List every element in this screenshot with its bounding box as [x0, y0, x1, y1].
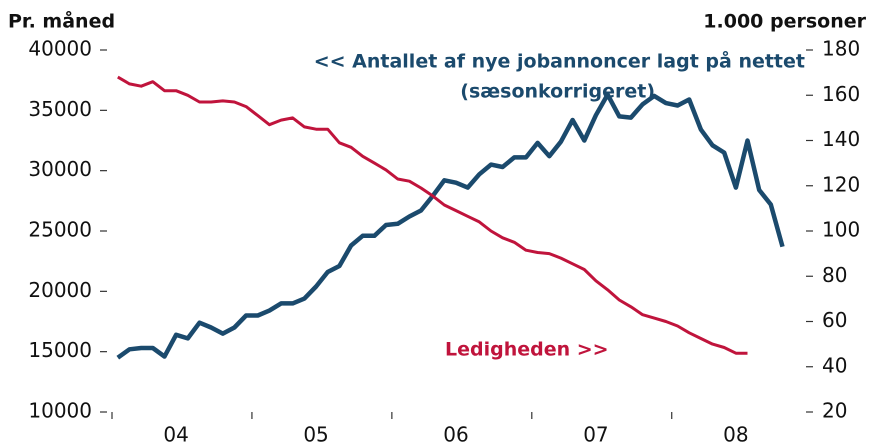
- y2-tick-label: 20: [822, 399, 847, 423]
- annotation: Ledigheden >>: [445, 339, 609, 361]
- line-series: [117, 75, 748, 355]
- y2-tick-label: 140: [822, 127, 860, 151]
- y-tick-label: 25000: [28, 218, 92, 242]
- y-tick-label: 30000: [28, 157, 92, 181]
- y-tick-label: 10000: [28, 399, 92, 423]
- y-tick-label: 20000: [28, 278, 92, 302]
- y-tick-label: 40000: [28, 37, 92, 61]
- y-axis-label: Pr. måned: [8, 9, 115, 33]
- y2-tick-label: 40: [822, 353, 847, 377]
- y2-tick-label: 60: [822, 308, 847, 332]
- x-tick-label: 05: [303, 423, 328, 443]
- y2-axis-label: 1.000 personer: [703, 11, 866, 33]
- y2-tick-label: 160: [822, 82, 860, 106]
- x-tick-label: 08: [723, 423, 748, 443]
- annotation: << Antallet af nye jobannoncer lagt på n…: [314, 49, 805, 73]
- y2-tick-label: 80: [822, 263, 847, 287]
- x-tick-label: 04: [163, 423, 188, 443]
- y2-tick-label: 180: [822, 37, 860, 61]
- y2-tick-label: 100: [822, 218, 860, 242]
- annotation: (sæsonkorrigeret): [460, 81, 655, 103]
- y-tick-label: 15000: [28, 338, 92, 362]
- x-tick-label: 06: [443, 423, 468, 443]
- line-series: [116, 92, 785, 360]
- y-tick-label: 35000: [28, 97, 92, 121]
- y2-tick-label: 120: [822, 172, 860, 196]
- x-tick-label: 07: [583, 423, 608, 443]
